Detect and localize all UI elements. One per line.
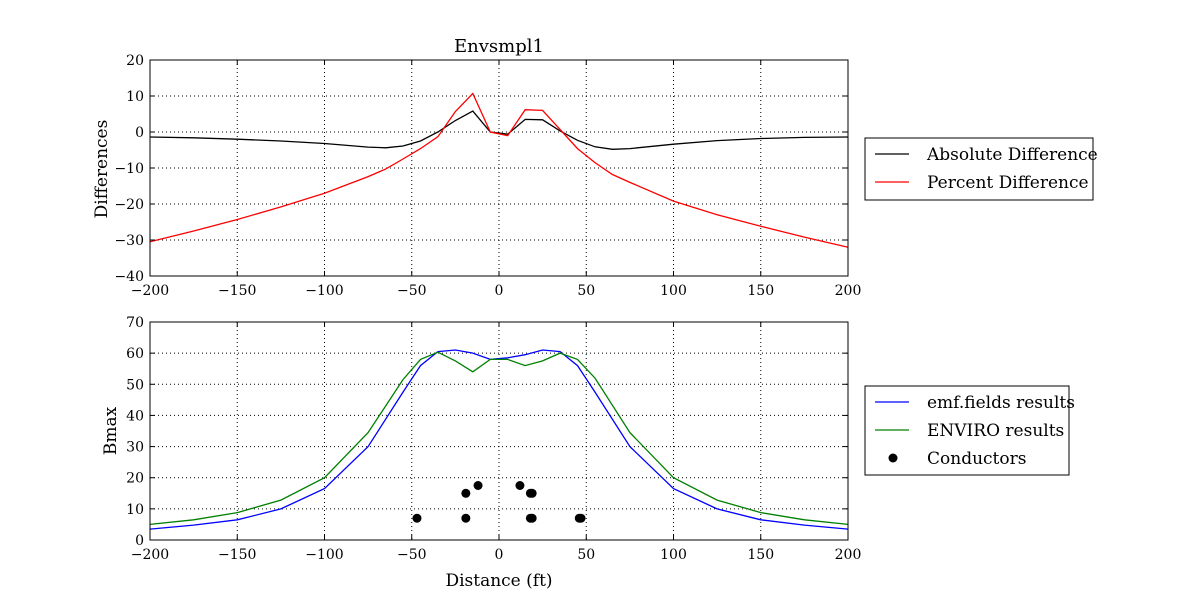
x-tick-label: 0: [495, 547, 504, 563]
top-legend: Absolute Difference Percent Difference: [864, 137, 1098, 201]
y-axis-label-differences: Differences: [92, 120, 112, 219]
chart-title: Envsmpl1: [454, 36, 544, 57]
legend-label-conductors: Conductors: [927, 449, 1026, 469]
legend-label-percent-difference: Percent Difference: [927, 173, 1089, 193]
x-tick-label: 100: [660, 283, 687, 299]
x-tick-label: −200: [131, 283, 169, 299]
y-tick-label: 60: [126, 346, 144, 362]
conductor-point: [527, 488, 537, 498]
y-tick-label: 20: [126, 53, 144, 69]
y-tick-label: 0: [135, 533, 144, 549]
bottom-subplot: Bmax Distance (ft) −200 −150 −100 −50 0 50 100…: [101, 315, 1075, 591]
y-axis-label-bmax: Bmax: [101, 406, 121, 455]
conductor-point: [576, 513, 586, 523]
x-tick-label: 50: [577, 283, 595, 299]
enviro-results-line: [149, 351, 849, 526]
y-tick-label: 10: [126, 89, 144, 105]
x-tick-label: 200: [835, 547, 862, 563]
x-tick-label: 100: [660, 547, 687, 563]
legend-marker-conductors: [888, 453, 898, 463]
y-tick-label: 50: [126, 377, 144, 393]
x-tick-label: −100: [305, 547, 343, 563]
x-axis-label-distance: Distance (ft): [445, 571, 552, 591]
y-tick-label: 40: [126, 408, 144, 424]
x-tick-label: −100: [305, 283, 343, 299]
y-tick-label: 10: [126, 502, 144, 518]
x-tick-label: −50: [397, 547, 427, 563]
percent-difference-line: [149, 92, 849, 248]
x-tick-label: −150: [218, 547, 256, 563]
conductor-point: [473, 481, 483, 490]
y-tick-label: −30: [114, 233, 144, 249]
y-tick-label: −40: [114, 269, 144, 285]
conductor-point: [527, 513, 537, 523]
y-tick-label: −20: [114, 197, 144, 213]
x-tick-label: 50: [577, 547, 595, 563]
legend-label-emf-fields-results: emf.fields results: [927, 393, 1075, 413]
x-tick-label: 200: [835, 283, 862, 299]
conductor-point: [412, 513, 422, 523]
legend-label-enviro-results: ENVIRO results: [927, 421, 1064, 441]
y-tick-label: 30: [126, 440, 144, 456]
emf-fields-results-line: [149, 349, 849, 530]
legend-label-absolute-difference: Absolute Difference: [926, 145, 1098, 165]
top-subplot: Envsmpl1 Differences −200 −150 −100 −50 0 50 1…: [92, 36, 1098, 299]
legend-box: [864, 137, 1094, 201]
x-tick-label: 0: [495, 283, 504, 299]
conductor-point: [461, 488, 471, 498]
y-tick-label: 70: [126, 315, 144, 331]
conductor-point: [515, 481, 525, 490]
x-tick-label: 150: [747, 283, 774, 299]
y-tick-label: 20: [126, 471, 144, 487]
x-tick-label: 150: [747, 547, 774, 563]
y-tick-label: −10: [114, 161, 144, 177]
x-tick-label: −150: [218, 283, 256, 299]
bottom-legend: emf.fields results ENVIRO results Conducto…: [864, 385, 1075, 476]
conductor-point: [461, 513, 471, 523]
y-tick-label: 0: [135, 125, 144, 141]
absolute-difference-line: [149, 110, 849, 150]
x-tick-label: −200: [131, 547, 169, 563]
x-tick-label: −50: [397, 283, 427, 299]
